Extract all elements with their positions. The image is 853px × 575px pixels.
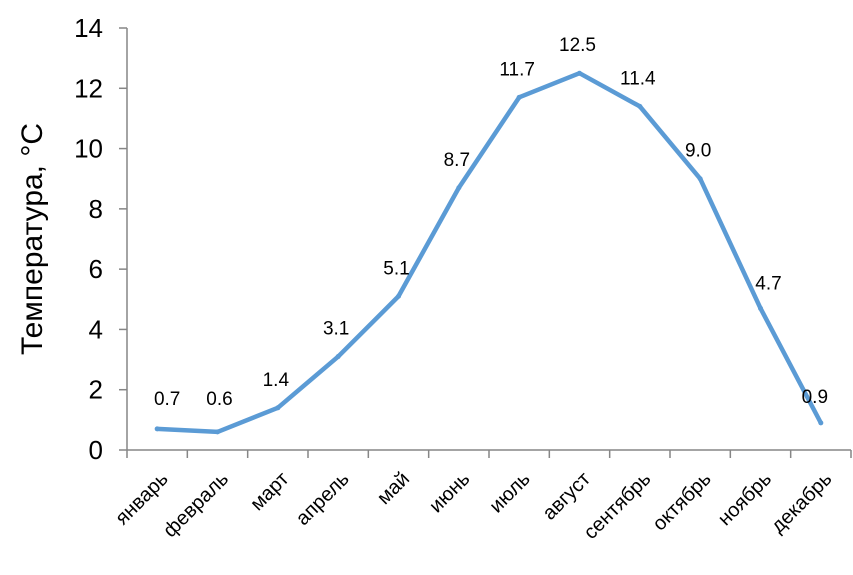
y-tick-label: 6 xyxy=(89,254,103,284)
data-label: 0.7 xyxy=(154,389,180,410)
data-label: 3.1 xyxy=(323,319,349,340)
data-label: 0.9 xyxy=(802,387,828,408)
data-label: 4.7 xyxy=(755,273,781,294)
data-point xyxy=(818,420,824,426)
y-tick-label: 2 xyxy=(89,375,103,405)
x-tick-label: май xyxy=(373,468,414,509)
y-tick-label: 10 xyxy=(74,134,103,164)
series-layer xyxy=(154,70,824,435)
data-label: 0.6 xyxy=(206,389,232,410)
y-tick-label: 4 xyxy=(89,314,103,344)
data-point xyxy=(516,94,522,100)
x-tick-label: январь xyxy=(111,468,172,529)
data-point xyxy=(577,70,582,76)
data-point xyxy=(758,305,763,311)
data-point xyxy=(396,293,401,299)
x-tick-label: июль xyxy=(485,468,534,517)
data-labels: 0.7 0.6 1.4 3.1 5.1 8.7 11.7 12.5 11.4 9.0 4.7 0.9 xyxy=(154,35,828,410)
data-label: 5.1 xyxy=(383,258,409,279)
data-point xyxy=(456,185,462,191)
x-tick-label: апрель xyxy=(292,468,354,530)
y-tick-label: 0 xyxy=(89,435,103,465)
y-axis: 0 2 4 6 8 10 12 14 xyxy=(74,13,128,465)
x-tick-label: сентябрь xyxy=(580,468,656,544)
data-point xyxy=(215,429,220,435)
x-tick-label: март xyxy=(246,468,293,515)
y-tick-label: 12 xyxy=(74,73,103,103)
x-tick-label: февраль xyxy=(159,468,233,542)
data-label: 1.4 xyxy=(263,370,290,391)
data-point xyxy=(154,426,160,432)
data-point xyxy=(637,103,643,109)
data-label: 8.7 xyxy=(444,150,470,171)
data-point xyxy=(335,354,341,360)
data-point xyxy=(697,176,703,182)
y-axis-title: Температура, °C xyxy=(16,123,49,355)
y-tick-label: 8 xyxy=(89,194,103,224)
x-tick-label: июнь xyxy=(425,468,474,517)
x-tick-label: октябрь xyxy=(648,468,715,535)
y-tick-label: 14 xyxy=(74,13,103,43)
data-label: 12.5 xyxy=(559,35,596,56)
data-label: 11.7 xyxy=(499,59,535,80)
data-label: 9.0 xyxy=(685,141,711,162)
x-tick-label: декабрь xyxy=(767,468,836,537)
series-line xyxy=(154,70,824,435)
data-label: 11.4 xyxy=(620,68,656,89)
x-tick-label: август xyxy=(538,468,595,525)
data-point xyxy=(275,405,281,411)
